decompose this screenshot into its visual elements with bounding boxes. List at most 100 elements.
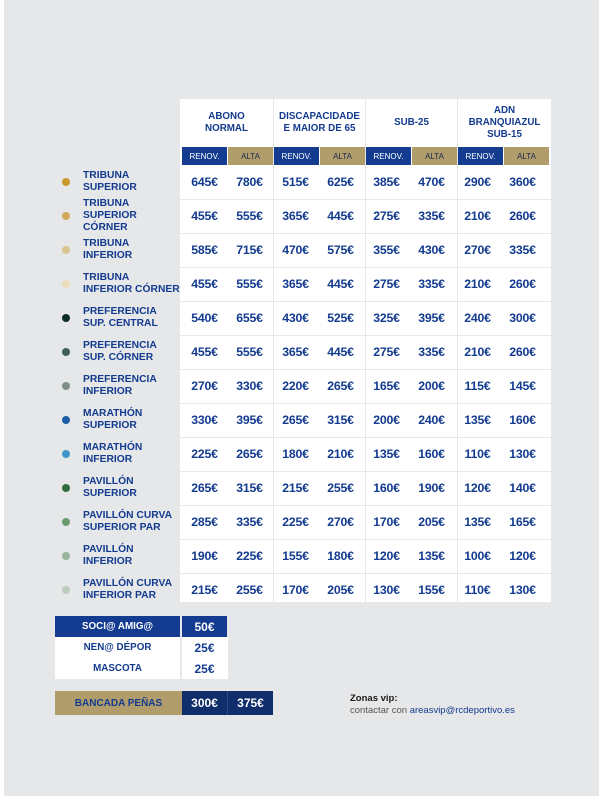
zone-color-dot-icon bbox=[62, 483, 70, 492]
price-cell: 225€ bbox=[191, 446, 218, 461]
price-cell: 645€ bbox=[191, 174, 218, 189]
row-divider bbox=[56, 232, 551, 233]
price-cell: 145€ bbox=[509, 378, 536, 393]
table-row: PAVILLÓN CURVA INFERIOR PAR 215€ 255€ 170€ 2… bbox=[56, 573, 551, 607]
price-cell: 130€ bbox=[509, 582, 536, 597]
price-cell: 260€ bbox=[509, 344, 536, 359]
price-cell: 275€ bbox=[373, 276, 400, 291]
subheader-renov: RENOV. bbox=[182, 147, 227, 165]
price-cell: 240€ bbox=[418, 412, 445, 427]
neno-depor-price: 25€ bbox=[180, 637, 227, 658]
price-cell: 270€ bbox=[464, 242, 491, 257]
price-cell: 265€ bbox=[327, 378, 354, 393]
price-cell: 205€ bbox=[327, 582, 354, 597]
price-cell: 170€ bbox=[373, 514, 400, 529]
zone-color-dot-icon bbox=[62, 585, 70, 594]
price-cell: 355€ bbox=[373, 242, 400, 257]
price-cell: 780€ bbox=[236, 174, 263, 189]
zone-label-cell: MARATHÓN INFERIOR bbox=[56, 437, 180, 471]
price-cell: 165€ bbox=[509, 514, 536, 529]
row-divider bbox=[56, 334, 551, 335]
zone-name: PAVILLÓN SUPERIOR bbox=[83, 476, 137, 499]
table-row: TRIBUNA SUPERIOR 645€ 780€ 515€ 625€ 385€ 470€… bbox=[56, 165, 551, 199]
price-cell: 330€ bbox=[236, 378, 263, 393]
price-cell: 395€ bbox=[236, 412, 263, 427]
price-cell: 585€ bbox=[191, 242, 218, 257]
price-cell: 225€ bbox=[282, 514, 309, 529]
zone-label-cell: PAVILLÓN SUPERIOR bbox=[56, 471, 180, 505]
zone-label-cell: TRIBUNA SUPERIOR bbox=[56, 165, 180, 199]
col-sub25-bg bbox=[366, 99, 457, 602]
header-discapacidade: DISCAPACIDADE E MAIOR DE 65 bbox=[279, 111, 360, 134]
price-cell: 575€ bbox=[327, 242, 354, 257]
price-cell: 335€ bbox=[418, 208, 445, 223]
price-cell: 100€ bbox=[464, 548, 491, 563]
zone-label-cell: PAVILLÓN INFERIOR bbox=[56, 539, 180, 573]
subheader-alta: ALTA bbox=[412, 147, 457, 165]
table-row: TRIBUNA SUPERIOR CÓRNER 455€ 555€ 365€ 445€ 2… bbox=[56, 198, 551, 233]
price-cell: 205€ bbox=[418, 514, 445, 529]
row-divider bbox=[56, 436, 551, 437]
price-cell: 365€ bbox=[282, 208, 309, 223]
table-row: TRIBUNA INFERIOR 585€ 715€ 470€ 575€ 355€ 430€… bbox=[56, 233, 551, 267]
price-cell: 120€ bbox=[373, 548, 400, 563]
zone-color-dot-icon bbox=[62, 381, 70, 390]
vip-email-link[interactable]: areasvip@rcdeportivo.es bbox=[409, 705, 515, 716]
price-cell: 275€ bbox=[373, 344, 400, 359]
price-cell: 385€ bbox=[373, 174, 400, 189]
price-cell: 135€ bbox=[418, 548, 445, 563]
col-adn-bg bbox=[458, 99, 551, 602]
price-cell: 190€ bbox=[191, 548, 218, 563]
zone-color-dot-icon bbox=[62, 551, 70, 560]
price-cell: 315€ bbox=[236, 480, 263, 495]
bancada-penas-row: BANCADA PEÑAS 300€ 375€ bbox=[55, 691, 273, 715]
row-divider bbox=[56, 470, 551, 471]
price-cell: 470€ bbox=[282, 242, 309, 257]
zone-color-dot-icon bbox=[62, 313, 70, 322]
price-cell: 330€ bbox=[191, 412, 218, 427]
zone-name: PREFERENCIA SUP. CENTRAL bbox=[83, 306, 158, 329]
zone-name: TRIBUNA INFERIOR bbox=[83, 238, 133, 261]
price-cell: 130€ bbox=[509, 446, 536, 461]
price-cell: 290€ bbox=[464, 174, 491, 189]
price-cell: 325€ bbox=[373, 310, 400, 325]
price-cell: 445€ bbox=[327, 344, 354, 359]
price-sheet: ABONO NORMAL DISCAPACIDADE E MAIOR DE 65… bbox=[4, 0, 599, 796]
mascota-label: MASCOTA bbox=[93, 663, 142, 674]
zone-label-cell: PAVILLÓN CURVA SUPERIOR PAR bbox=[56, 505, 180, 539]
price-cell: 135€ bbox=[464, 412, 491, 427]
price-cell: 155€ bbox=[282, 548, 309, 563]
price-cell: 160€ bbox=[373, 480, 400, 495]
subheader-renov: RENOV. bbox=[366, 147, 411, 165]
table-row: PAVILLÓN SUPERIOR 265€ 315€ 215€ 255€ 160€ 190… bbox=[56, 471, 551, 505]
zone-color-dot-icon bbox=[62, 211, 70, 220]
price-cell: 210€ bbox=[464, 276, 491, 291]
price-cell: 455€ bbox=[191, 276, 218, 291]
price-cell: 160€ bbox=[509, 412, 536, 427]
price-cell: 275€ bbox=[373, 208, 400, 223]
zone-name: PAVILLÓN CURVA INFERIOR PAR bbox=[83, 578, 173, 601]
zone-color-dot-icon bbox=[62, 177, 70, 186]
row-divider bbox=[56, 266, 551, 267]
price-cell: 365€ bbox=[282, 344, 309, 359]
price-cell: 140€ bbox=[509, 480, 536, 495]
price-cell: 360€ bbox=[509, 174, 536, 189]
zone-name: PREFERENCIA SUP. CÓRNER bbox=[83, 340, 157, 363]
price-cell: 555€ bbox=[236, 208, 263, 223]
socios-table: SOCI@ AMIG@ 50€ NEN@ DÉPOR 25€ MASCOTA 2… bbox=[55, 616, 228, 679]
price-cell: 430€ bbox=[282, 310, 309, 325]
price-cell: 260€ bbox=[509, 208, 536, 223]
zone-name: TRIBUNA SUPERIOR CÓRNER bbox=[83, 198, 137, 233]
price-cell: 155€ bbox=[418, 582, 445, 597]
col-discap-bg bbox=[274, 99, 365, 602]
price-cell: 285€ bbox=[191, 514, 218, 529]
zone-color-dot-icon bbox=[62, 245, 70, 254]
price-cell: 625€ bbox=[327, 174, 354, 189]
price-cell: 210€ bbox=[464, 344, 491, 359]
table-row: PREFERENCIA SUP. CÓRNER 455€ 555€ 365€ 445€ 2… bbox=[56, 335, 551, 369]
socio-amigo-price: 50€ bbox=[180, 616, 227, 637]
zone-color-dot-icon bbox=[62, 517, 70, 526]
zone-label-cell: PREFERENCIA INFERIOR bbox=[56, 369, 180, 403]
table-row: PREFERENCIA INFERIOR 270€ 330€ 220€ 265€ 165€… bbox=[56, 369, 551, 403]
zone-name: PREFERENCIA INFERIOR bbox=[83, 374, 157, 397]
